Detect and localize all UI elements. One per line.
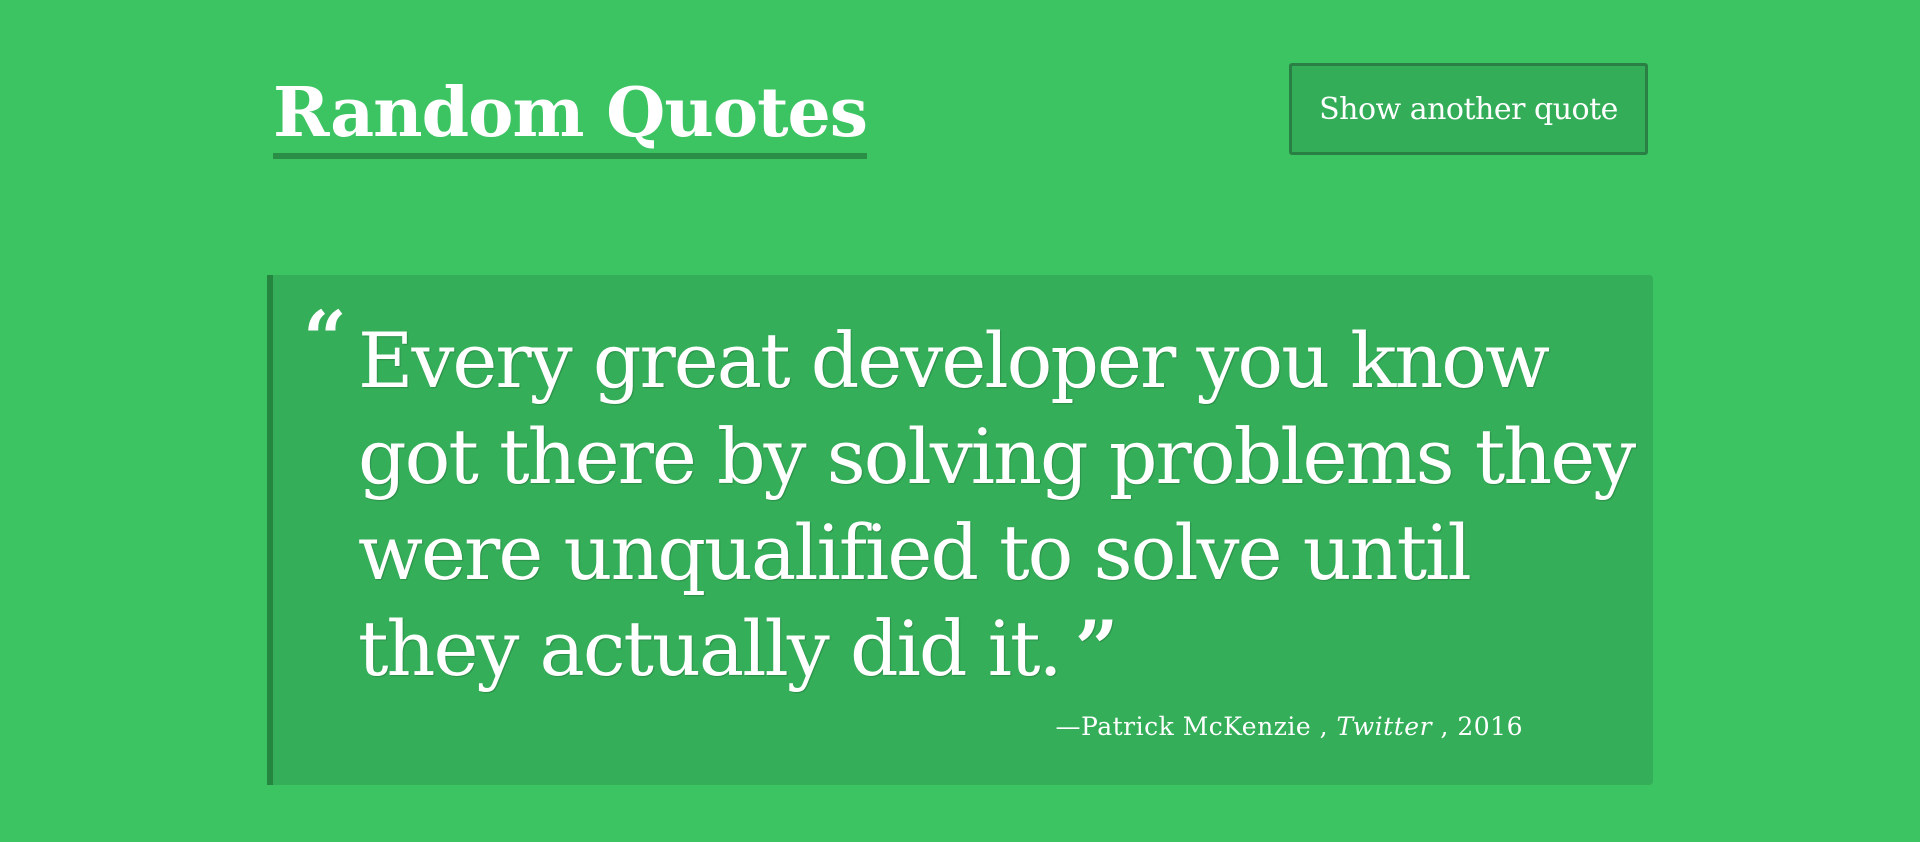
- close-quote-mark: ”: [1074, 604, 1119, 693]
- quote-text: Every great developer you know got there…: [358, 316, 1636, 693]
- header: Random Quotes Show another quote: [273, 63, 1648, 163]
- quote-attribution: —Patrick McKenzie , Twitter , 2016: [1056, 711, 1524, 743]
- title-link[interactable]: Random Quotes: [273, 73, 868, 153]
- open-quote-mark: “: [303, 294, 347, 383]
- attribution-separator: ,: [1432, 712, 1458, 741]
- attribution-separator: ,: [1311, 712, 1337, 741]
- quote-author: Patrick McKenzie: [1081, 712, 1312, 741]
- page-title: Random Quotes: [273, 73, 868, 159]
- show-another-quote-button[interactable]: Show another quote: [1289, 63, 1648, 155]
- quote-year: 2016: [1457, 712, 1523, 741]
- quote-source: Twitter: [1336, 712, 1433, 741]
- quote-card: “ Every great developer you know got the…: [267, 275, 1653, 785]
- quote-text-block: Every great developer you know got there…: [358, 313, 1648, 697]
- attribution-dash: —: [1055, 712, 1081, 741]
